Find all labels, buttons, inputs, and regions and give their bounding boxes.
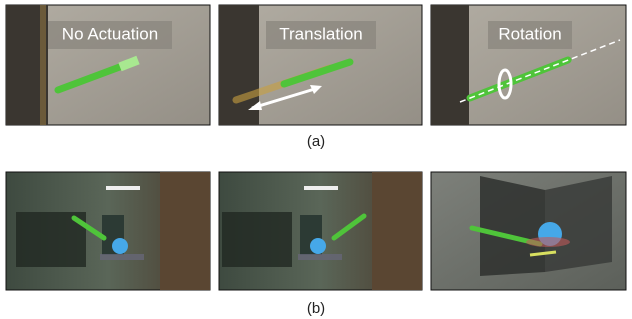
caption: (b) [307,300,325,317]
panel-virtual-room [431,172,626,290]
panel-label: No Actuation [62,24,158,43]
panel-label: Translation [279,24,362,43]
caption: (a) [307,133,325,150]
panel-hallway-2 [219,172,422,290]
panel-hallway-1 [6,172,210,290]
panel-translation: Translation [219,5,422,125]
panel-no-actuation: No Actuation [6,5,210,125]
panel-label: Rotation [498,24,561,43]
figure: No Actuation Translation Rotation (a) [0,0,632,319]
panel-rotation: Rotation [431,5,626,125]
page: No Actuation Translation Rotation (a) [0,0,632,319]
